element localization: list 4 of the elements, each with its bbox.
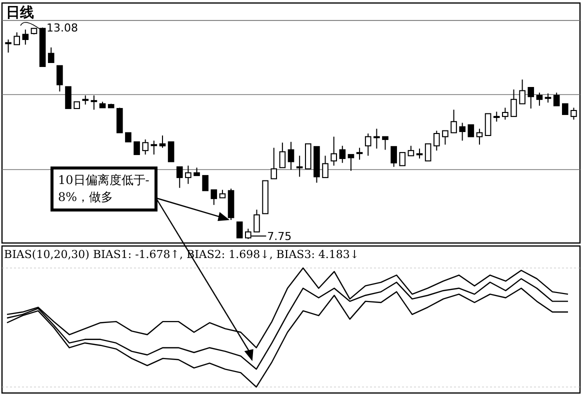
annotation: 7.75 [267, 230, 292, 244]
annotation: 10日偏离度低于-8%，做多 [58, 172, 150, 206]
chart-title: 日线 [6, 5, 34, 21]
annotation: 13.08 [46, 22, 78, 35]
